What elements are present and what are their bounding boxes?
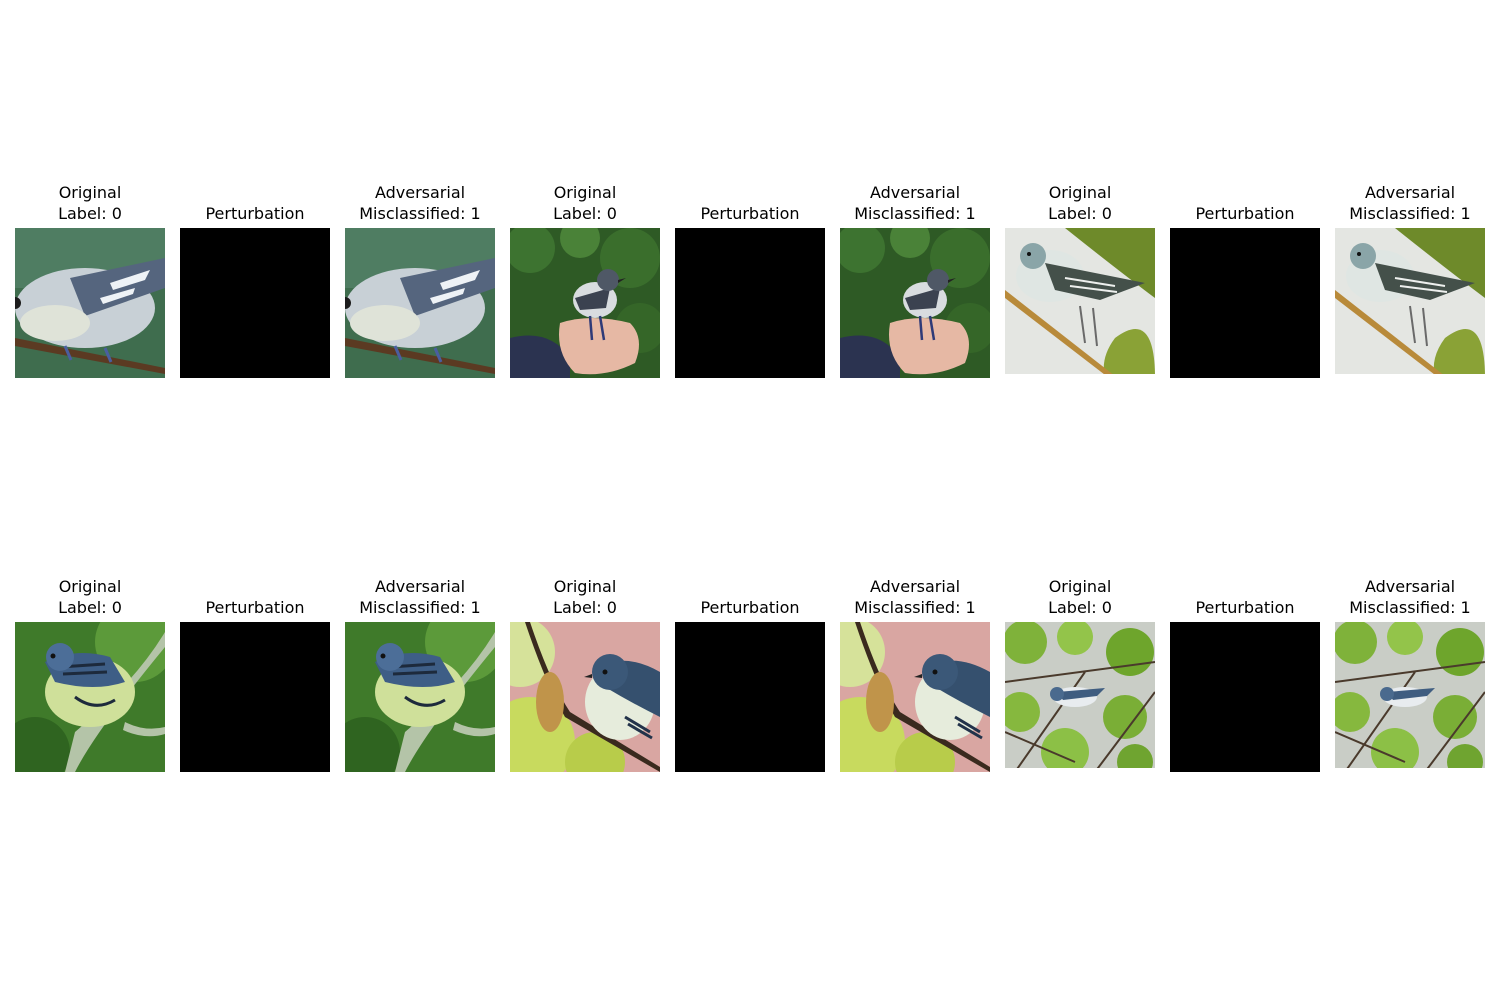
panel-title-line1: Perturbation	[700, 598, 800, 617]
perturbation-image	[1170, 622, 1320, 772]
panel-title-line1: Adversarial	[374, 183, 466, 202]
original-image	[1005, 228, 1155, 378]
panel-title-line1: Perturbation	[1195, 204, 1295, 223]
adversarial-image	[1335, 622, 1485, 772]
panel-title: Adversarial Misclassified: 1	[830, 576, 1000, 618]
original-image	[15, 622, 165, 772]
perturbation-image	[675, 622, 825, 772]
perturbation-image	[180, 228, 330, 378]
panel-title-line1: Perturbation	[700, 204, 800, 223]
adversarial-image	[345, 228, 495, 378]
panel-title: Adversarial Misclassified: 1	[335, 182, 505, 224]
perturbation-fill	[675, 228, 825, 378]
panel-title-line1: Perturbation	[205, 598, 305, 617]
panel-title-line2: Misclassified: 1	[1349, 204, 1471, 223]
panel-title-line1: Original	[58, 183, 122, 202]
panel-title-line2: Misclassified: 1	[1349, 598, 1471, 617]
panel-title: Perturbation	[1160, 597, 1330, 618]
perturbation-fill	[1170, 228, 1320, 378]
perturbation-fill	[180, 622, 330, 772]
panel-title-line2: Label: 0	[58, 204, 122, 223]
panel-title-line1: Adversarial	[1364, 183, 1456, 202]
adversarial-image	[345, 622, 495, 772]
panel-title: Original Label: 0	[500, 576, 670, 618]
panel-title-line1: Original	[553, 577, 617, 596]
panel-title: Perturbation	[170, 203, 340, 224]
perturbation-fill	[675, 622, 825, 772]
panel-title-line2: Misclassified: 1	[359, 204, 481, 223]
panel-title-line1: Adversarial	[1364, 577, 1456, 596]
panel-title-line1: Original	[553, 183, 617, 202]
panel-title-line2: Misclassified: 1	[854, 598, 976, 617]
panel-title-line2: Label: 0	[58, 598, 122, 617]
original-image	[1005, 622, 1155, 772]
panel-title: Original Label: 0	[995, 182, 1165, 224]
panel-title: Original Label: 0	[5, 182, 175, 224]
original-image	[510, 622, 660, 772]
perturbation-image	[180, 622, 330, 772]
perturbation-image	[1170, 228, 1320, 378]
panel-title-line1: Original	[1048, 577, 1112, 596]
panel-title-line2: Misclassified: 1	[359, 598, 481, 617]
panel-title-line2: Label: 0	[1048, 598, 1112, 617]
panel-title-line1: Adversarial	[374, 577, 466, 596]
panel-title: Adversarial Misclassified: 1	[830, 182, 1000, 224]
panel-title: Perturbation	[170, 597, 340, 618]
original-image	[15, 228, 165, 378]
panel-title-line2: Label: 0	[553, 598, 617, 617]
panel-title: Original Label: 0	[500, 182, 670, 224]
panel-title-line1: Perturbation	[205, 204, 305, 223]
panel-title-line2: Misclassified: 1	[854, 204, 976, 223]
adversarial-image	[840, 622, 990, 772]
panel-title: Perturbation	[1160, 203, 1330, 224]
perturbation-fill	[180, 228, 330, 378]
adversarial-image	[1335, 228, 1485, 378]
panel-title: Perturbation	[665, 597, 835, 618]
panel-title: Perturbation	[665, 203, 835, 224]
panel-title: Adversarial Misclassified: 1	[1325, 576, 1495, 618]
panel-title-line2: Label: 0	[1048, 204, 1112, 223]
panel-title: Adversarial Misclassified: 1	[335, 576, 505, 618]
adversarial-image	[840, 228, 990, 378]
panel-title: Original Label: 0	[5, 576, 175, 618]
perturbation-fill	[1170, 622, 1320, 772]
panel-title: Adversarial Misclassified: 1	[1325, 182, 1495, 224]
original-image	[510, 228, 660, 378]
panel-title-line1: Original	[1048, 183, 1112, 202]
panel-title: Original Label: 0	[995, 576, 1165, 618]
panel-title-line2: Label: 0	[553, 204, 617, 223]
panel-title-line1: Adversarial	[869, 577, 961, 596]
panel-title-line1: Perturbation	[1195, 598, 1295, 617]
panel-title-line1: Original	[58, 577, 122, 596]
panel-title-line1: Adversarial	[869, 183, 961, 202]
perturbation-image	[675, 228, 825, 378]
